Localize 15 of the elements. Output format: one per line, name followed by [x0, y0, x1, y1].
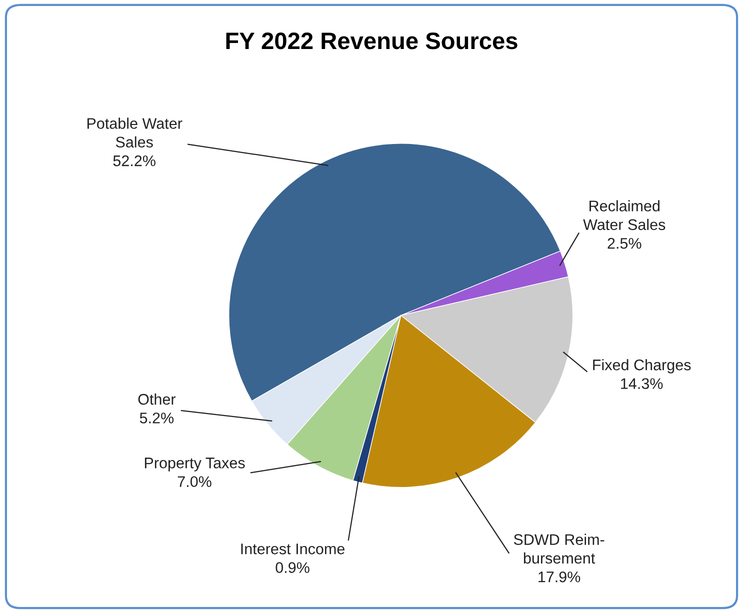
- data-label: 5.2%: [140, 412, 174, 424]
- slice-label: SDWD Reim- bursement: [514, 534, 604, 564]
- data-label: 17.9%: [538, 572, 580, 582]
- slice-label: Fixed Charges: [593, 359, 691, 374]
- slice-label: Potable Water Sales: [87, 118, 182, 148]
- data-label: 14.3%: [621, 378, 663, 390]
- data-label: 7.0%: [178, 476, 212, 488]
- data-label: 52.2%: [113, 155, 156, 166]
- slice-label: Interest Income: [241, 544, 344, 554]
- slice-label: Reclaimed Water Sales: [583, 200, 666, 230]
- slice-label: Other: [138, 394, 176, 405]
- data-label: 2.5%: [608, 238, 642, 249]
- slice-label: Property Taxes: [144, 458, 245, 472]
- chart-title: FY 2022 Revenue Sources: [226, 32, 518, 50]
- data-label: 0.9%: [276, 562, 310, 573]
